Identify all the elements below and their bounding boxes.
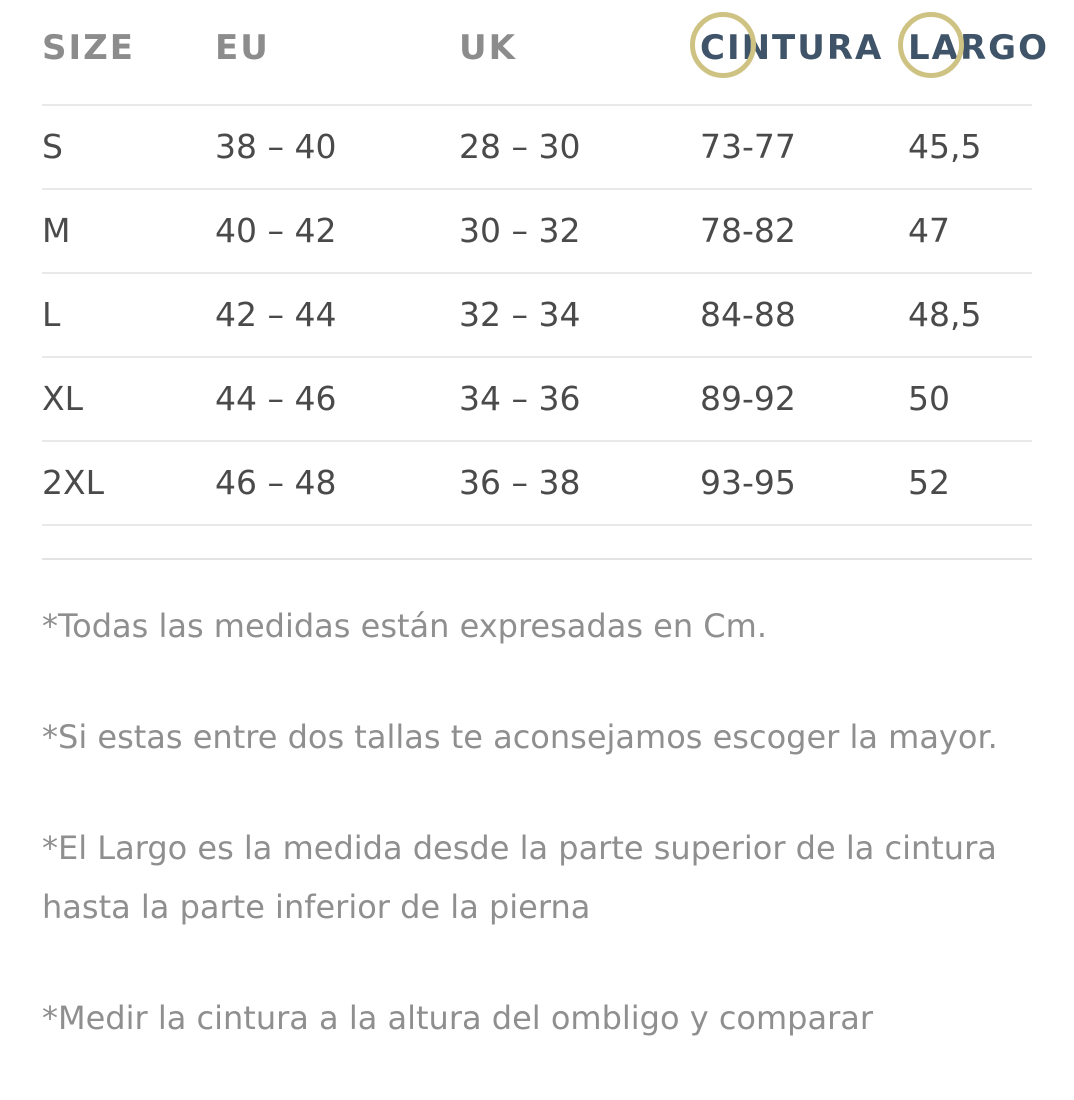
highlight-circle-cintura: [690, 12, 756, 78]
cell-largo: 50: [908, 379, 950, 418]
cell-eu: 44 – 46: [215, 379, 337, 418]
cell-largo: 45,5: [908, 127, 982, 166]
cell-uk: 28 – 30: [459, 127, 581, 166]
cell-uk: 30 – 32: [459, 211, 581, 250]
table-row: 2XL 46 – 48 36 – 38 93-95 52: [42, 442, 1032, 526]
cell-eu: 46 – 48: [215, 463, 337, 502]
cell-largo: 52: [908, 463, 950, 502]
header-size: SIZE: [42, 28, 136, 68]
cell-eu: 38 – 40: [215, 127, 337, 166]
cell-eu: 42 – 44: [215, 295, 337, 334]
cell-uk: 34 – 36: [459, 379, 581, 418]
cell-largo: 47: [908, 211, 950, 250]
header-eu: EU: [215, 28, 270, 68]
table-row: M 40 – 42 30 – 32 78-82 47: [42, 190, 1032, 274]
cell-cintura: 73-77: [700, 127, 796, 166]
cell-uk: 32 – 34: [459, 295, 581, 334]
cell-cintura: 78-82: [700, 211, 796, 250]
header-uk: UK: [459, 28, 517, 68]
size-chart-table: SIZE EU UK CINTURA LARGO S 38 – 40 28 – …: [42, 0, 1047, 526]
note-between-sizes: *Si estas entre dos tallas te aconsejamo…: [42, 718, 998, 756]
highlight-circle-largo: [898, 12, 964, 78]
cell-cintura: 84-88: [700, 295, 796, 334]
note-waist-measure: *Medir la cintura a la altura del omblig…: [42, 999, 874, 1037]
cell-cintura: 89-92: [700, 379, 796, 418]
cell-size: L: [42, 295, 61, 334]
note-largo-definition: *El Largo es la medida desde la parte su…: [42, 829, 997, 926]
cell-size: S: [42, 127, 63, 166]
cell-cintura: 93-95: [700, 463, 796, 502]
table-row: XL 44 – 46 34 – 36 89-92 50: [42, 358, 1032, 442]
table-row: L 42 – 44 32 – 34 84-88 48,5: [42, 274, 1032, 358]
table-header-row: SIZE EU UK CINTURA LARGO: [42, 0, 1047, 106]
note-units: *Todas las medidas están expresadas en C…: [42, 607, 767, 645]
table-row: S 38 – 40 28 – 30 73-77 45,5: [42, 106, 1032, 190]
size-notes: *Todas las medidas están expresadas en C…: [42, 597, 1052, 1100]
cell-size: XL: [42, 379, 83, 418]
cell-size: M: [42, 211, 71, 250]
cell-eu: 40 – 42: [215, 211, 337, 250]
cell-uk: 36 – 38: [459, 463, 581, 502]
cell-size: 2XL: [42, 463, 104, 502]
table-bottom-divider: [42, 558, 1032, 560]
cell-largo: 48,5: [908, 295, 982, 334]
